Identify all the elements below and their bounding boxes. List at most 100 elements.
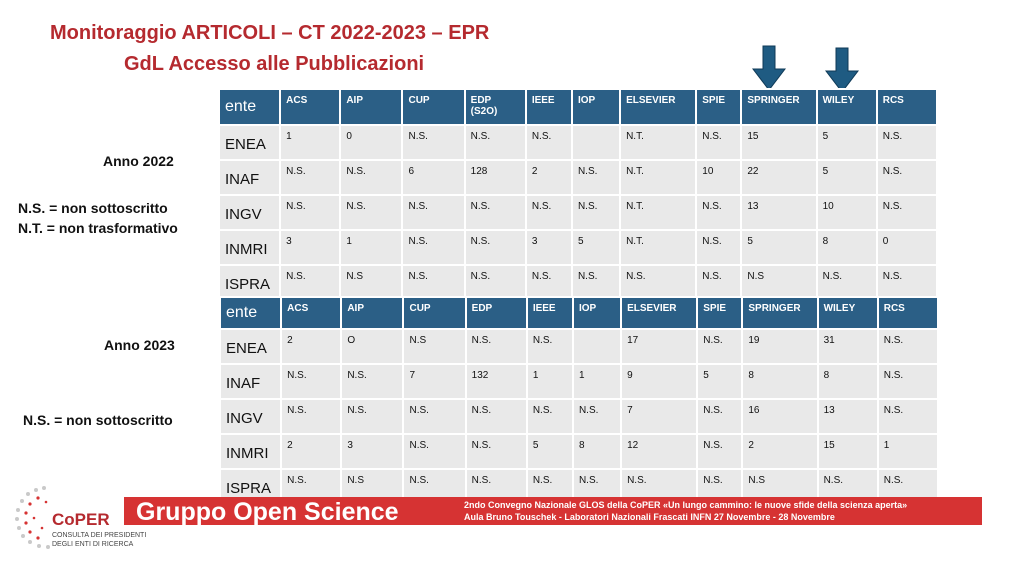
header-elsevier: ELSEVIER bbox=[622, 298, 697, 328]
table-cell: 3 bbox=[526, 231, 571, 264]
table-cell: O bbox=[342, 330, 403, 363]
table-cell: 13 bbox=[818, 400, 877, 433]
table-cell: N.S. bbox=[877, 161, 936, 194]
coper-logo-sub1: CONSULTA DEI PRESIDENTI bbox=[52, 532, 147, 539]
table-cell: N.S. bbox=[403, 266, 464, 299]
table-cell: N.S. bbox=[877, 126, 936, 159]
table-cell: N.S. bbox=[341, 196, 402, 229]
table-cell: N.S. bbox=[698, 435, 742, 468]
year-label-2023: Anno 2023 bbox=[104, 337, 175, 353]
table-cell: N.S. bbox=[466, 435, 526, 468]
footer-event-line2: Aula Bruno Touschek - Laboratori Naziona… bbox=[464, 512, 835, 522]
table-cell: N.S. bbox=[466, 400, 526, 433]
table-cell: 13 bbox=[742, 196, 816, 229]
legend-nt-2022: N.T. = non trasformativo bbox=[18, 220, 178, 236]
table-row: INAF N.S. N.S. 7 132 1 1 9 5 8 8 N.S. bbox=[221, 365, 937, 398]
table-cell: N.S bbox=[404, 330, 465, 363]
table-cell: N.S. bbox=[281, 266, 340, 299]
header-wiley: WILEY bbox=[818, 298, 877, 328]
table-cell: N.S. bbox=[527, 400, 572, 433]
header-ieee: IEEE bbox=[527, 298, 572, 328]
table-cell: N.S. bbox=[697, 231, 741, 264]
table-cell: N.S. bbox=[465, 266, 525, 299]
row-ente: INMRI bbox=[221, 435, 281, 468]
table-cell: N.S. bbox=[526, 126, 571, 159]
table-cell: N.T. bbox=[621, 161, 696, 194]
table-cell: 3 bbox=[281, 231, 340, 264]
table-cell: 5 bbox=[817, 126, 876, 159]
row-ente: INAF bbox=[220, 161, 280, 194]
legend-ns-2022: N.S. = non sottoscritto bbox=[18, 200, 168, 216]
table-cell: 2 bbox=[282, 435, 341, 468]
table-cell: 31 bbox=[818, 330, 877, 363]
legend-ns-2023: N.S. = non sottoscritto bbox=[23, 412, 173, 428]
footer-banner: Gruppo Open Science 2ndo Convegno Nazion… bbox=[124, 497, 982, 526]
table-cell: 5 bbox=[527, 435, 572, 468]
table-cell: 7 bbox=[404, 365, 465, 398]
header-springer: SPRINGER bbox=[742, 90, 816, 124]
table-2022: ente ACS AIP CUP EDP (S2O) IEEE IOP ELSEV… bbox=[218, 88, 938, 301]
row-ente: INMRI bbox=[220, 231, 280, 264]
header-cup: CUP bbox=[404, 298, 465, 328]
header-elsevier: ELSEVIER bbox=[621, 90, 696, 124]
footer-brand: Gruppo Open Science bbox=[136, 498, 399, 526]
table-cell: 0 bbox=[341, 126, 402, 159]
header-cup: CUP bbox=[403, 90, 464, 124]
table-cell: 132 bbox=[466, 365, 526, 398]
table-cell: N.S. bbox=[878, 330, 937, 363]
table-cell: N.S. bbox=[465, 231, 525, 264]
table-cell: N.S. bbox=[527, 330, 572, 363]
header-iop: IOP bbox=[572, 90, 620, 124]
table-row: INAF N.S. N.S. 6 128 2 N.S. N.T. 10 22 5 N.S. bbox=[220, 161, 936, 194]
table-cell: 5 bbox=[572, 231, 620, 264]
table-cell: 16 bbox=[743, 400, 817, 433]
table-cell: N.T. bbox=[621, 231, 696, 264]
header-ente: ente bbox=[221, 298, 281, 328]
footer-event-line1: 2ndo Convegno Nazionale GLOS della CoPER… bbox=[464, 500, 908, 510]
table-cell: 9 bbox=[622, 365, 697, 398]
row-ente: ISPRA bbox=[220, 266, 280, 299]
row-ente: INGV bbox=[220, 196, 280, 229]
table-cell: N.S. bbox=[466, 330, 526, 363]
table-cell: 5 bbox=[817, 161, 876, 194]
table-cell: N.S. bbox=[697, 266, 741, 299]
table-cell: N.S. bbox=[404, 435, 465, 468]
table-cell: N.S. bbox=[282, 400, 341, 433]
header-ente: ente bbox=[220, 90, 280, 124]
table-cell: N.S. bbox=[878, 365, 937, 398]
table-cell: N.S. bbox=[282, 365, 341, 398]
row-ente: INGV bbox=[221, 400, 281, 433]
table-cell bbox=[573, 330, 621, 363]
header-acs: ACS bbox=[282, 298, 341, 328]
table-cell: N.S. bbox=[572, 196, 620, 229]
header-acs: ACS bbox=[281, 90, 340, 124]
table-cell: N.S. bbox=[403, 126, 464, 159]
table-cell: 10 bbox=[697, 161, 741, 194]
row-ente: ENEA bbox=[220, 126, 280, 159]
table-cell: N.S. bbox=[465, 126, 525, 159]
table-cell: N.S. bbox=[526, 266, 571, 299]
table-cell: 22 bbox=[742, 161, 816, 194]
table-row: INGV N.S. N.S. N.S. N.S. N.S. N.S. N.T. N.S. 13 10… bbox=[220, 196, 936, 229]
header-edp: EDP bbox=[466, 298, 526, 328]
slide-subtitle: GdL Accesso alle Pubblicazioni bbox=[124, 53, 425, 75]
table-cell: N.S. bbox=[342, 365, 403, 398]
table-row: INMRI 3 1 N.S. N.S. 3 5 N.T. N.S. 5 8 0 bbox=[220, 231, 936, 264]
table-cell: N.S. bbox=[403, 231, 464, 264]
coper-logo-icon bbox=[15, 486, 50, 549]
table-cell: 1 bbox=[573, 365, 621, 398]
header-spie: SPIE bbox=[698, 298, 742, 328]
table-cell: N.S. bbox=[573, 400, 621, 433]
header-rcs: RCS bbox=[877, 90, 936, 124]
table-cell: 5 bbox=[698, 365, 742, 398]
header-ieee: IEEE bbox=[526, 90, 571, 124]
table-cell: 8 bbox=[573, 435, 621, 468]
table-cell: 128 bbox=[465, 161, 525, 194]
table-cell: 5 bbox=[742, 231, 816, 264]
table-cell: 1 bbox=[527, 365, 572, 398]
table-cell: N.S. bbox=[281, 161, 340, 194]
header-aip: AIP bbox=[341, 90, 402, 124]
header-wiley: WILEY bbox=[817, 90, 876, 124]
table-cell: 8 bbox=[743, 365, 817, 398]
table-cell: N.S. bbox=[281, 196, 340, 229]
